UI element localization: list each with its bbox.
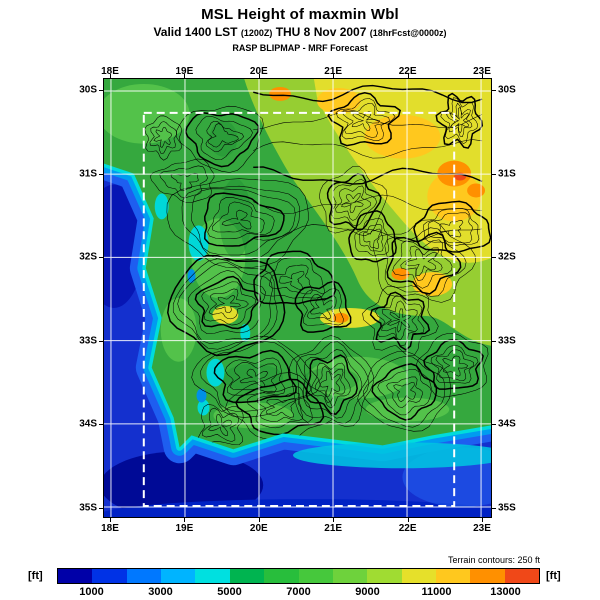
lon-tick-top <box>333 74 335 78</box>
colorbar-cell <box>401 569 436 583</box>
valid-zulu: (1200Z) <box>240 28 273 38</box>
colorbar-cell <box>161 569 196 583</box>
colorbar-cell <box>264 569 299 583</box>
map-frame <box>103 78 492 518</box>
lon-tick-top <box>110 74 111 78</box>
colorbar-cell <box>332 569 368 583</box>
lon-tick-bottom <box>407 518 409 522</box>
colorbar-cell <box>298 569 333 583</box>
forecast-map-canvas <box>104 79 491 517</box>
lat-tick-left <box>99 424 103 426</box>
colorbar-tick-labels: 1000 3000 5000 7000 9000 11000 13000 <box>57 586 540 599</box>
colorbar-cell <box>92 569 127 583</box>
lat-label-left: 35S <box>79 502 97 514</box>
lat-label-left: 34S <box>79 418 97 430</box>
colorbar-cell <box>229 569 265 583</box>
lat-tick-right <box>492 508 496 509</box>
model-line: RASP BLIPMAP - MRF Forecast <box>232 43 368 53</box>
lon-tick-bottom <box>258 518 260 522</box>
lat-label-right: 33S <box>498 335 516 347</box>
colorbar-cell <box>367 569 402 583</box>
valid-date: THU 8 Nov 2007 <box>275 25 367 39</box>
lat-tick-right <box>492 424 496 426</box>
lon-tick-bottom <box>110 518 111 522</box>
colorbar-cell <box>58 569 93 583</box>
lat-label-left: 33S <box>79 335 97 347</box>
colorbar-tick-label: 3000 <box>148 586 173 598</box>
lon-tick-top <box>407 74 409 78</box>
lon-tick-bottom <box>482 518 483 522</box>
lon-label-top: 20E <box>249 66 268 77</box>
colorbar-cell <box>195 569 230 583</box>
lat-label-right: 35S <box>498 502 516 514</box>
lat-tick-right <box>492 90 496 91</box>
terrain-contours <box>144 84 491 446</box>
lon-label-bottom: 18E <box>101 523 119 534</box>
lat-tick-right <box>492 173 496 175</box>
lat-tick-left <box>99 90 103 91</box>
lat-label-left: 32S <box>79 251 97 263</box>
colorbar-tick-label: 9000 <box>355 586 380 598</box>
lat-label-left: 31S <box>79 168 97 180</box>
colorbar-unit-left: [ft] <box>28 570 43 582</box>
colorbar <box>57 568 540 584</box>
lat-tick-right <box>492 340 496 342</box>
lon-label-top: 21E <box>324 66 343 77</box>
colorbar-cell <box>435 569 471 583</box>
lon-tick-top <box>482 74 483 78</box>
lon-label-top: 18E <box>101 66 119 77</box>
page-title: MSL Height of maxmin Wbl <box>201 6 399 23</box>
lon-tick-top <box>184 74 186 78</box>
terrain-note: Terrain contours: 250 ft <box>447 555 540 565</box>
lat-label-right: 30S <box>498 84 516 96</box>
colorbar-tick-label: 7000 <box>286 586 311 598</box>
colorbar-cell <box>470 569 505 583</box>
lat-tick-left <box>99 340 103 342</box>
valid-prefix: Valid 1400 LST <box>153 25 238 39</box>
colorbar-cell <box>126 569 162 583</box>
lat-label-right: 31S <box>498 168 516 180</box>
lat-tick-left <box>99 257 103 259</box>
colorbar-tick-label: 5000 <box>217 586 242 598</box>
lon-label-bottom: 19E <box>175 523 194 534</box>
lat-label-left: 30S <box>79 84 97 96</box>
lon-label-bottom: 22E <box>398 523 417 534</box>
lat-tick-right <box>492 257 496 259</box>
colorbar-cell <box>504 569 540 583</box>
lon-tick-top <box>258 74 260 78</box>
lat-tick-left <box>99 173 103 175</box>
lon-label-bottom: 21E <box>324 523 343 534</box>
lon-tick-bottom <box>184 518 186 522</box>
lat-label-right: 32S <box>498 251 516 263</box>
lat-label-right: 34S <box>498 418 516 430</box>
lon-label-bottom: 20E <box>249 523 268 534</box>
valid-fcst: (18hrFcst@0000z) <box>369 28 447 38</box>
lon-label-top: 22E <box>398 66 417 77</box>
lon-tick-bottom <box>333 518 335 522</box>
colorbar-tick-label: 11000 <box>421 586 452 598</box>
colorbar-unit-right: [ft] <box>546 570 561 582</box>
lon-label-bottom: 23E <box>473 523 491 534</box>
lon-label-top: 23E <box>473 66 491 77</box>
valid-time-line: Valid 1400 LST (1200Z) THU 8 Nov 2007 (1… <box>0 25 600 39</box>
lat-tick-left <box>99 508 103 509</box>
colorbar-tick-label: 1000 <box>79 586 104 598</box>
lon-label-top: 19E <box>175 66 194 77</box>
colorbar-tick-label: 13000 <box>490 586 521 598</box>
